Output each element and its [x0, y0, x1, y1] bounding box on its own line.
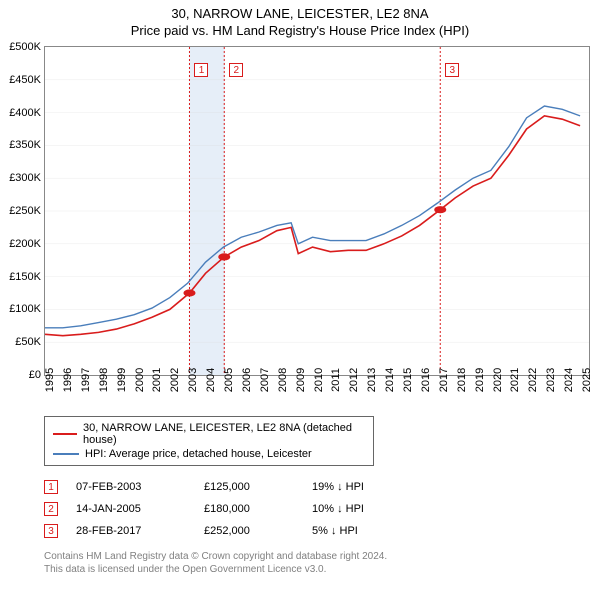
- legend-label: 30, NARROW LANE, LEICESTER, LE2 8NA (det…: [83, 422, 365, 446]
- y-tick-label: £250K: [9, 205, 41, 217]
- x-tick-label: 2024: [563, 368, 575, 392]
- x-tick-label: 2021: [509, 368, 521, 392]
- sales-table: 1 07-FEB-2003 £125,000 19% ↓ HPI 2 14-JAN-200…: [44, 476, 600, 542]
- x-tick-label: 2002: [169, 368, 181, 392]
- x-tick-label: 2014: [384, 368, 396, 392]
- x-tick-label: 2006: [241, 368, 253, 392]
- x-tick-label: 2018: [456, 368, 468, 392]
- sale-date: 28-FEB-2017: [76, 525, 186, 537]
- x-tick-label: 1997: [80, 368, 92, 392]
- y-tick-label: £400K: [9, 107, 41, 119]
- chart: £0£50K£100K£150K£200K£250K£300K£350K£400…: [44, 46, 590, 376]
- y-tick-label: £300K: [9, 172, 41, 184]
- x-tick-label: 2011: [330, 368, 342, 392]
- x-tick-label: 2004: [205, 368, 217, 392]
- footer: Contains HM Land Registry data © Crown c…: [44, 550, 590, 576]
- x-tick-label: 2010: [313, 368, 325, 392]
- x-tick-label: 2020: [492, 368, 504, 392]
- x-tick-label: 2015: [402, 368, 414, 392]
- sale-row: 2 14-JAN-2005 £180,000 10% ↓ HPI: [44, 498, 600, 520]
- x-tick-label: 2025: [581, 368, 593, 392]
- y-tick-label: £0: [29, 369, 41, 381]
- marker-box-1: 1: [194, 63, 208, 77]
- sale-number-box: 1: [44, 480, 58, 494]
- y-tick-label: £200K: [9, 238, 41, 250]
- x-tick-label: 1996: [62, 368, 74, 392]
- y-tick-label: £500K: [9, 41, 41, 53]
- x-tick-label: 2008: [277, 368, 289, 392]
- x-tick-label: 2013: [366, 368, 378, 392]
- x-tick-label: 2007: [259, 368, 271, 392]
- sale-date: 14-JAN-2005: [76, 503, 186, 515]
- x-tick-label: 2005: [223, 368, 235, 392]
- x-tick-label: 2009: [295, 368, 307, 392]
- y-tick-label: £350K: [9, 139, 41, 151]
- sale-delta: 10% ↓ HPI: [312, 503, 364, 515]
- sale-delta: 19% ↓ HPI: [312, 481, 364, 493]
- sale-delta: 5% ↓ HPI: [312, 525, 358, 537]
- page: 30, NARROW LANE, LEICESTER, LE2 8NA Pric…: [0, 6, 600, 596]
- page-title: 30, NARROW LANE, LEICESTER, LE2 8NA: [0, 6, 600, 21]
- x-tick-label: 2016: [420, 368, 432, 392]
- y-tick-label: £450K: [9, 74, 41, 86]
- chart-svg: [45, 47, 589, 375]
- marker-box-3: 3: [445, 63, 459, 77]
- x-tick-label: 2017: [438, 368, 450, 392]
- series-hpi: [45, 106, 580, 328]
- y-tick-label: £150K: [9, 271, 41, 283]
- legend: 30, NARROW LANE, LEICESTER, LE2 8NA (det…: [44, 416, 374, 466]
- sale-row: 1 07-FEB-2003 £125,000 19% ↓ HPI: [44, 476, 600, 498]
- sale-number-box: 3: [44, 524, 58, 538]
- page-subtitle: Price paid vs. HM Land Registry's House …: [0, 23, 600, 38]
- x-tick-label: 1998: [98, 368, 110, 392]
- sale-row: 3 28-FEB-2017 £252,000 5% ↓ HPI: [44, 520, 600, 542]
- x-axis-labels: 1995199619971998199920002001200220032004…: [44, 376, 590, 416]
- marker-box-2: 2: [229, 63, 243, 77]
- sale-price: £125,000: [204, 481, 294, 493]
- x-tick-label: 2012: [348, 368, 360, 392]
- sale-price: £180,000: [204, 503, 294, 515]
- x-tick-label: 2000: [134, 368, 146, 392]
- x-tick-label: 1999: [116, 368, 128, 392]
- x-tick-label: 2019: [474, 368, 486, 392]
- legend-item: HPI: Average price, detached house, Leic…: [53, 447, 365, 461]
- y-tick-label: £50K: [15, 336, 41, 348]
- x-tick-label: 2022: [527, 368, 539, 392]
- sale-price: £252,000: [204, 525, 294, 537]
- sale-date: 07-FEB-2003: [76, 481, 186, 493]
- x-tick-label: 1995: [44, 368, 56, 392]
- series-property: [45, 116, 580, 336]
- sale-number-box: 2: [44, 502, 58, 516]
- legend-swatch: [53, 433, 77, 435]
- x-tick-label: 2003: [187, 368, 199, 392]
- legend-item: 30, NARROW LANE, LEICESTER, LE2 8NA (det…: [53, 421, 365, 447]
- footer-line-2: This data is licensed under the Open Gov…: [44, 563, 590, 576]
- x-tick-label: 2023: [545, 368, 557, 392]
- footer-line-1: Contains HM Land Registry data © Crown c…: [44, 550, 590, 563]
- x-tick-label: 2001: [151, 368, 163, 392]
- y-tick-label: £100K: [9, 303, 41, 315]
- legend-swatch: [53, 453, 79, 455]
- legend-label: HPI: Average price, detached house, Leic…: [85, 448, 312, 460]
